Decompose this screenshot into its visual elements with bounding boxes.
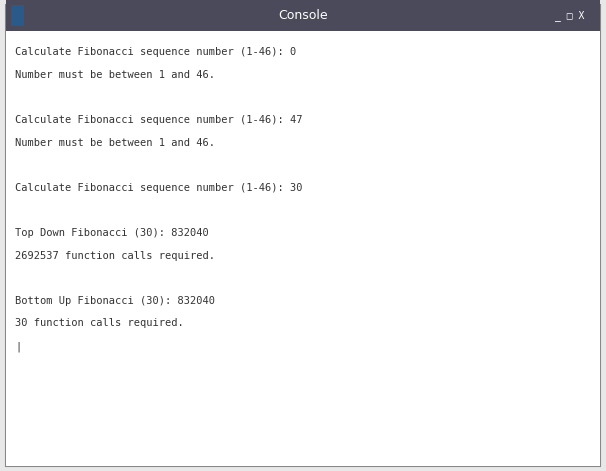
Text: Number must be between 1 and 46.: Number must be between 1 and 46. [15,138,215,147]
FancyBboxPatch shape [6,31,600,466]
Text: Calculate Fibonacci sequence number (1-46): 0: Calculate Fibonacci sequence number (1-4… [15,47,296,57]
Text: Number must be between 1 and 46.: Number must be between 1 and 46. [15,70,215,80]
Text: Bottom Up Fibonacci (30): 832040: Bottom Up Fibonacci (30): 832040 [15,296,215,306]
Text: |: | [15,341,21,351]
Text: Console: Console [278,9,328,22]
Text: Calculate Fibonacci sequence number (1-46): 30: Calculate Fibonacci sequence number (1-4… [15,183,302,193]
Text: _ □ X: _ □ X [556,10,585,21]
Text: 30 function calls required.: 30 function calls required. [15,318,184,328]
FancyBboxPatch shape [6,0,600,31]
Text: Top Down Fibonacci (30): 832040: Top Down Fibonacci (30): 832040 [15,228,209,238]
FancyBboxPatch shape [11,5,24,26]
Text: 2692537 function calls required.: 2692537 function calls required. [15,251,215,260]
Text: Calculate Fibonacci sequence number (1-46): 47: Calculate Fibonacci sequence number (1-4… [15,115,302,125]
FancyBboxPatch shape [6,5,600,466]
